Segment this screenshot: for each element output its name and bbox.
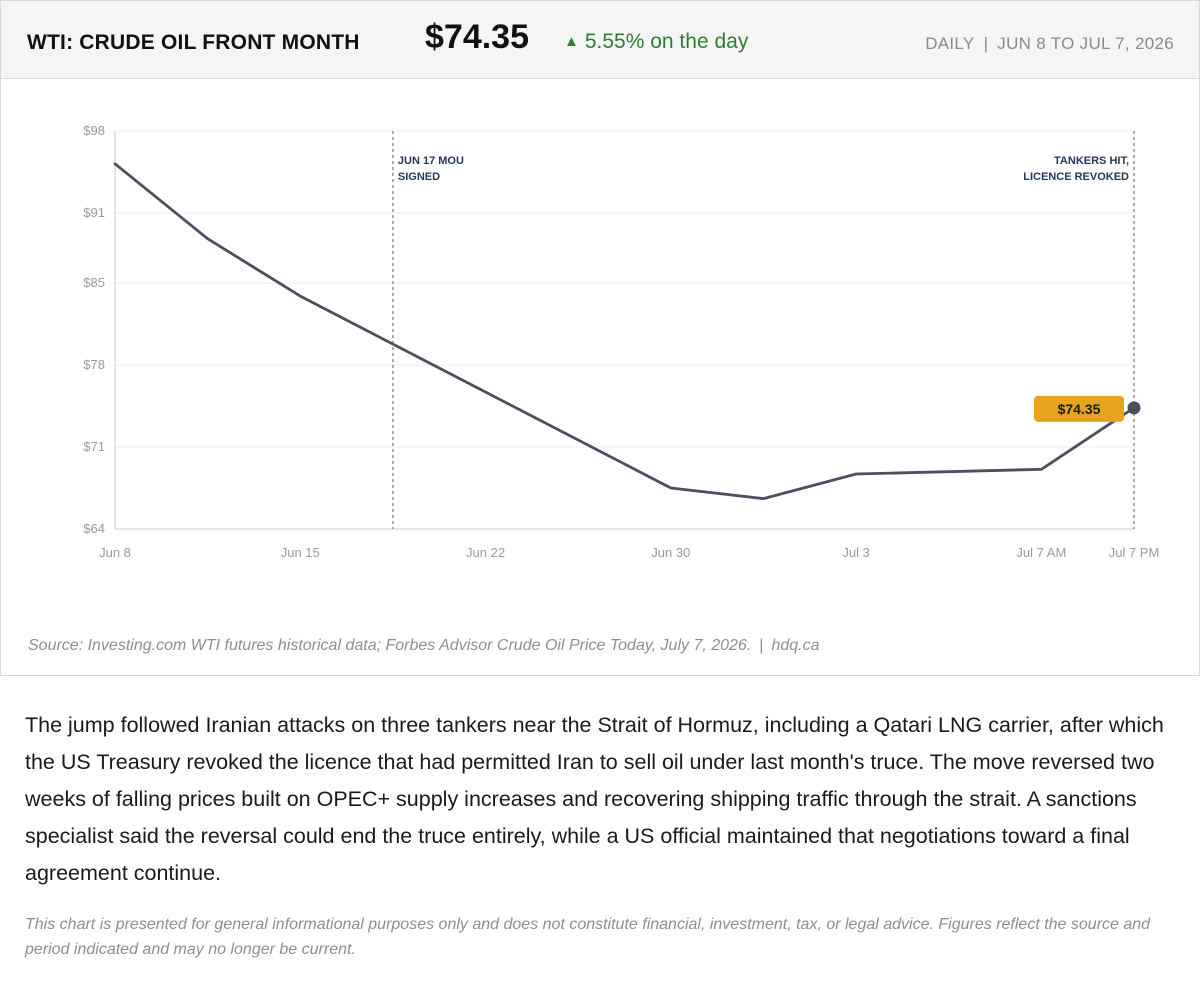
price-series-line <box>113 162 1136 501</box>
period-range: JUN 8 TO JUL 7, 2026 <box>997 34 1174 53</box>
annotation-label: JUN 17 MOU <box>398 155 464 167</box>
disclaimer-text: This chart is presented for general info… <box>25 916 1151 958</box>
last-value-badge <box>1034 395 1124 422</box>
y-tick-label: $85 <box>83 275 105 290</box>
last-value-point <box>1127 401 1141 415</box>
source-separator: | <box>759 637 764 654</box>
source-note: Source: Investing.com WTI futures histor… <box>28 637 819 655</box>
annotation-label: TANKERS HIT, <box>1054 155 1129 167</box>
chart-title: WTI: CRUDE OIL FRONT MONTH <box>27 31 360 54</box>
x-tick-label: Jul 7 AM <box>1016 545 1066 560</box>
chart-card: WTI: CRUDE OIL FRONT MONTH $74.35 ▲ 5.55%… <box>0 0 1200 676</box>
period-separator: | <box>983 34 989 53</box>
period-info: DAILY | JUN 8 TO JUL 7, 2026 <box>925 34 1174 54</box>
x-tick-label: Jul 7 PM <box>1109 545 1160 560</box>
y-tick-label: $98 <box>83 123 105 138</box>
y-tick-label: $78 <box>83 357 105 372</box>
y-tick-label: $64 <box>83 521 105 536</box>
source-site: hdq.ca <box>771 637 820 654</box>
x-tick-label: Jul 3 <box>842 545 869 560</box>
chart-header: WTI: CRUDE OIL FRONT MONTH $74.35 ▲ 5.55%… <box>1 1 1199 79</box>
price-line-chart: $98 $91 $85 $78 $71 $64 Jun 8 Jun 15 Jun 22 Jun 3… <box>83 123 1160 560</box>
x-tick-label: Jun 30 <box>651 545 690 560</box>
source-text: Source: Investing.com WTI futures histor… <box>28 637 752 654</box>
annotation-label: SIGNED <box>398 171 440 183</box>
y-tick-label: $71 <box>83 439 105 454</box>
y-tick-label: $91 <box>83 205 105 220</box>
x-tick-label: Jun 8 <box>99 545 131 560</box>
daily-change-text: 5.55% on the day <box>584 30 749 53</box>
last-value-label: $74.35 <box>1058 401 1101 417</box>
annotation-label: LICENCE REVOKED <box>1023 171 1129 183</box>
x-tick-label: Jun 15 <box>281 545 320 560</box>
up-arrow-icon: ▲ <box>564 33 579 50</box>
article-paragraph: The jump followed Iranian attacks on thr… <box>25 713 1164 885</box>
x-tick-label: Jun 22 <box>466 545 505 560</box>
current-price: $74.35 <box>425 18 529 56</box>
daily-change: ▲ 5.55% on the day <box>564 30 748 54</box>
frequency-label: DAILY <box>925 34 975 53</box>
